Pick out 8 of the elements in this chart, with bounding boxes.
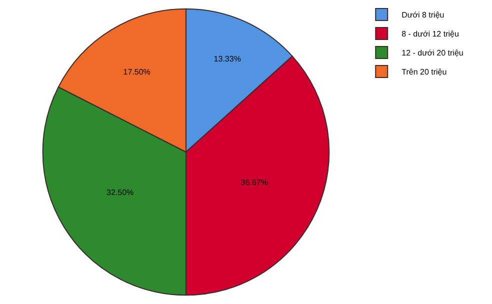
legend-label: 12 - dưới 20 triệu — [402, 48, 464, 58]
data-label: 17.50% — [123, 67, 150, 76]
data-label: 36.67% — [240, 178, 268, 187]
legend-label: Trên 20 triệu — [402, 68, 447, 77]
data-label: 32.50% — [106, 188, 134, 197]
legend-label: Dưới 8 triệu — [402, 10, 444, 20]
legend-label: 8 - dưới 12 triệu — [402, 30, 459, 39]
data-label: 13.33% — [214, 54, 241, 64]
